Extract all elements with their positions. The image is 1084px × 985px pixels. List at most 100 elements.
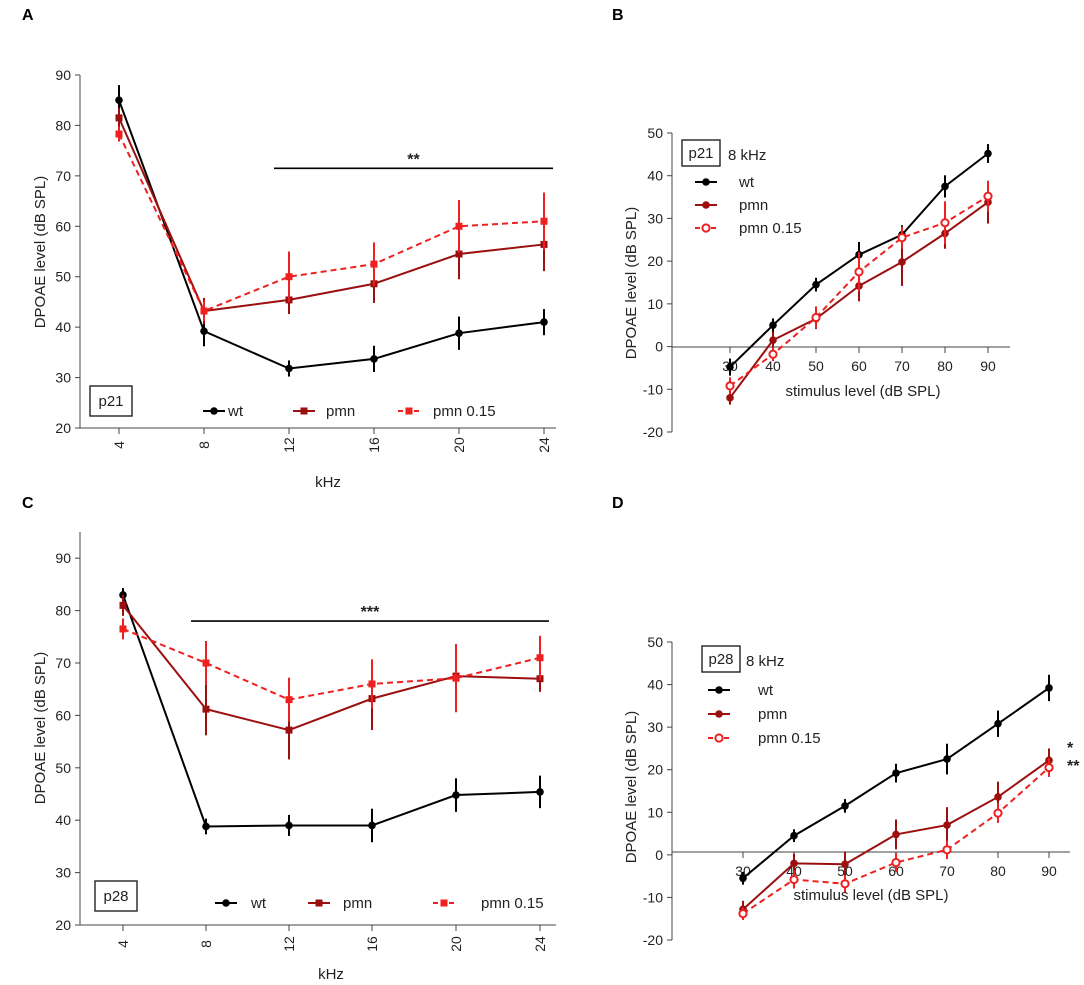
y-tick-label: 90: [55, 550, 71, 566]
series-line: [122, 594, 541, 828]
data-point: [202, 659, 210, 667]
x-tick-label: 90: [1041, 863, 1057, 879]
data-point: [897, 233, 907, 243]
y-tick-label: -20: [643, 424, 663, 440]
data-point: [940, 218, 950, 228]
data-point: [115, 96, 123, 105]
legend-item: pmn: [308, 895, 372, 912]
data-point: [854, 267, 864, 277]
x-tick-label: 24: [536, 437, 552, 453]
legend-label: wt: [227, 403, 244, 420]
x-tick-label: 70: [894, 358, 910, 374]
box-label: p21: [688, 145, 713, 162]
series-pmn-0-15: [738, 758, 1054, 920]
subtitle: 8 kHz: [746, 653, 784, 670]
data-point: [702, 201, 710, 209]
y-axis-label: DPOAE level (dB SPL): [623, 207, 640, 360]
data-point: [202, 705, 210, 713]
significance-label: *: [1067, 740, 1074, 757]
data-point: [440, 899, 448, 907]
y-tick-label: -20: [643, 932, 663, 948]
data-point: [891, 857, 901, 868]
series-pmn-0-15: [115, 126, 548, 322]
data-point: [315, 899, 323, 907]
data-point: [285, 364, 293, 373]
legend-label: pmn: [326, 403, 355, 420]
box-label: p21: [98, 393, 123, 410]
y-tick-label: 20: [647, 762, 663, 778]
panel-letter: B: [612, 7, 624, 24]
x-tick-label: 80: [937, 358, 953, 374]
data-point: [285, 821, 293, 830]
legend-item: pmn 0.15: [398, 403, 496, 420]
significance-label: **: [1067, 758, 1080, 775]
data-point: [984, 149, 992, 158]
data-point: [738, 909, 748, 919]
x-tick-label: 16: [366, 437, 382, 453]
data-point: [702, 178, 710, 186]
series-pmn: [115, 107, 548, 325]
series-pmn-0-15: [119, 618, 544, 722]
data-point: [739, 874, 747, 883]
data-point: [943, 821, 951, 829]
y-axis-label: DPOAE level (dB SPL): [32, 652, 49, 805]
box-label: p28: [708, 651, 733, 668]
data-point: [769, 321, 777, 330]
series-line: [122, 628, 541, 701]
data-point: [300, 407, 308, 415]
data-point: [715, 686, 723, 694]
chart-panel-d: D-20-100102030405030405060708090stimulus…: [612, 495, 1080, 948]
legend-item: pmn: [708, 706, 787, 723]
y-tick-label: 70: [55, 655, 71, 671]
data-point: [714, 733, 724, 743]
legend-item: pmn 0.15: [433, 895, 544, 912]
data-point: [452, 674, 460, 682]
box-label: p28: [103, 888, 128, 905]
series-wt: [739, 674, 1053, 885]
data-point: [115, 130, 123, 138]
x-tick-label: 4: [115, 940, 131, 948]
x-axis-label: kHz: [315, 474, 341, 491]
legend-label: pmn: [739, 197, 768, 214]
data-point: [715, 710, 723, 718]
x-tick-label: 60: [851, 358, 867, 374]
data-point: [726, 363, 734, 371]
legend-item: pmn: [293, 403, 355, 420]
y-tick-label: 50: [55, 760, 71, 776]
data-point: [285, 726, 293, 734]
y-tick-label: 60: [55, 218, 71, 234]
x-tick-label: 16: [364, 936, 380, 952]
data-point: [994, 793, 1002, 801]
series-pmn: [119, 594, 544, 760]
series-line: [122, 604, 541, 732]
y-tick-label: 90: [55, 67, 71, 83]
x-tick-label: 20: [448, 936, 464, 952]
y-tick-label: 50: [647, 634, 663, 650]
data-point: [119, 625, 127, 633]
y-tick-label: 40: [647, 168, 663, 184]
data-point: [768, 349, 778, 359]
panel-letter: C: [22, 495, 34, 512]
box-label-frame: [701, 645, 741, 673]
y-tick-label: 80: [55, 117, 71, 133]
data-point: [202, 822, 210, 831]
legend: wt pmn pmn 0.15: [695, 174, 802, 237]
data-point: [285, 696, 293, 704]
data-point: [536, 654, 544, 662]
y-tick-label: 40: [647, 677, 663, 693]
y-tick-label: 20: [55, 420, 71, 436]
chart-panel-c: C 20 30 40 50 60 70 80 90 4 8 12 16 20 24 kHz DPOAE leve…: [22, 495, 556, 983]
data-point: [222, 899, 230, 907]
legend-label: pmn: [343, 895, 372, 912]
y-tick-label: 0: [655, 339, 663, 355]
legend-label: wt: [250, 895, 267, 912]
series-wt: [119, 588, 544, 843]
y-tick-label: 30: [55, 865, 71, 881]
significance-label: ***: [361, 604, 380, 621]
x-tick-label: 12: [281, 437, 297, 453]
data-point: [1045, 684, 1053, 692]
x-tick-label: 8: [196, 441, 212, 449]
y-tick-label: -10: [643, 889, 663, 905]
legend-item: pmn: [695, 197, 768, 214]
